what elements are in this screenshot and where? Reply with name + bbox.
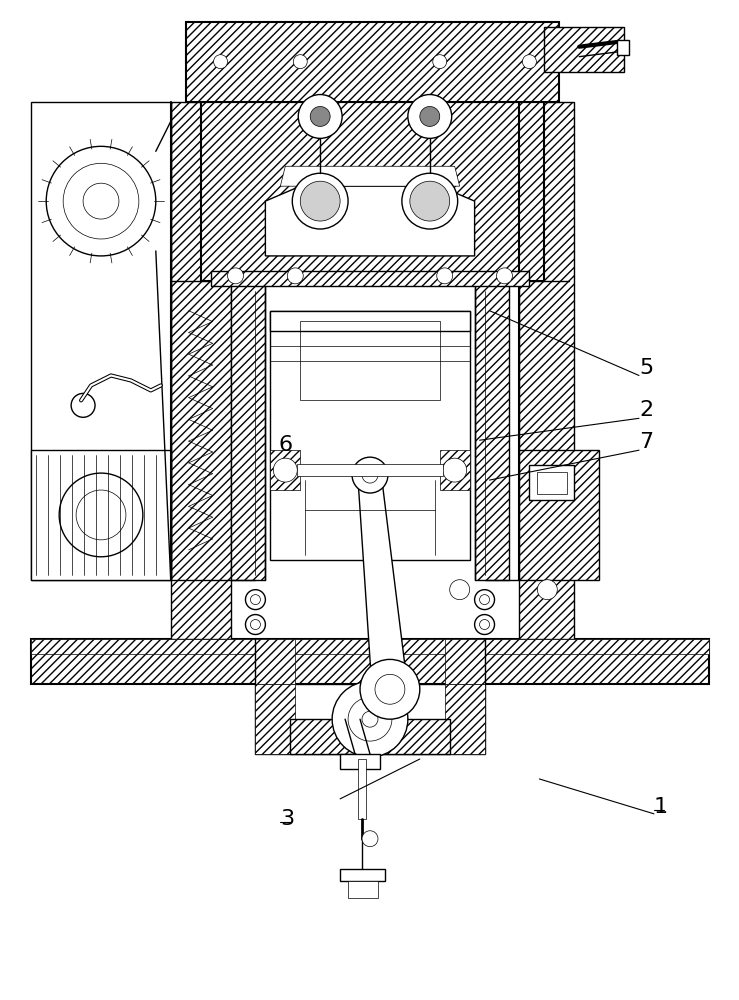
Circle shape: [497, 268, 512, 284]
Text: 3: 3: [280, 809, 294, 829]
Polygon shape: [185, 22, 559, 102]
Polygon shape: [290, 719, 450, 754]
Bar: [537, 472, 568, 494]
Circle shape: [410, 181, 450, 221]
Circle shape: [420, 106, 440, 126]
Circle shape: [522, 55, 537, 69]
Bar: [300, 321, 440, 400]
Circle shape: [352, 457, 388, 493]
Circle shape: [245, 590, 265, 610]
Polygon shape: [200, 102, 545, 281]
Polygon shape: [445, 639, 485, 684]
Circle shape: [474, 615, 494, 634]
Circle shape: [408, 95, 452, 138]
Polygon shape: [520, 102, 574, 639]
Text: 1: 1: [654, 797, 668, 817]
Polygon shape: [211, 271, 529, 286]
Polygon shape: [31, 639, 709, 684]
Bar: [31, 450, 171, 580]
Bar: [529, 465, 574, 500]
Circle shape: [402, 173, 457, 229]
Polygon shape: [358, 480, 408, 689]
Bar: [270, 450, 300, 490]
Bar: [270, 311, 469, 560]
Circle shape: [443, 458, 466, 482]
Bar: [270, 311, 469, 331]
Circle shape: [245, 615, 265, 634]
Bar: [617, 40, 629, 55]
Polygon shape: [256, 684, 296, 754]
Polygon shape: [520, 450, 599, 580]
Polygon shape: [231, 281, 265, 580]
Bar: [297, 464, 443, 476]
Polygon shape: [256, 639, 296, 684]
Bar: [358, 759, 366, 819]
Bar: [545, 27, 624, 72]
Polygon shape: [280, 166, 460, 186]
Bar: [440, 450, 469, 490]
Text: 6: 6: [279, 435, 293, 455]
Text: 7: 7: [639, 432, 653, 452]
Circle shape: [300, 181, 340, 221]
Circle shape: [299, 95, 342, 138]
Polygon shape: [31, 639, 709, 654]
Circle shape: [537, 580, 557, 600]
Circle shape: [287, 268, 303, 284]
Circle shape: [310, 106, 330, 126]
Bar: [340, 754, 380, 769]
Bar: [348, 881, 378, 898]
Circle shape: [362, 711, 378, 727]
Polygon shape: [265, 186, 474, 256]
Circle shape: [433, 55, 446, 69]
Circle shape: [214, 55, 228, 69]
Circle shape: [360, 659, 420, 719]
Circle shape: [332, 681, 408, 757]
Polygon shape: [171, 102, 231, 639]
Polygon shape: [474, 281, 509, 580]
Bar: [340, 869, 385, 881]
Text: 5: 5: [639, 358, 653, 378]
Bar: [256, 684, 485, 754]
Polygon shape: [31, 102, 171, 580]
Circle shape: [228, 268, 243, 284]
Text: 2: 2: [639, 400, 653, 420]
Circle shape: [437, 268, 453, 284]
Circle shape: [474, 590, 494, 610]
Circle shape: [348, 697, 392, 741]
Circle shape: [362, 831, 378, 847]
Polygon shape: [445, 684, 485, 754]
Circle shape: [83, 183, 119, 219]
Circle shape: [273, 458, 297, 482]
Circle shape: [293, 173, 348, 229]
Circle shape: [450, 580, 469, 600]
Circle shape: [293, 55, 307, 69]
